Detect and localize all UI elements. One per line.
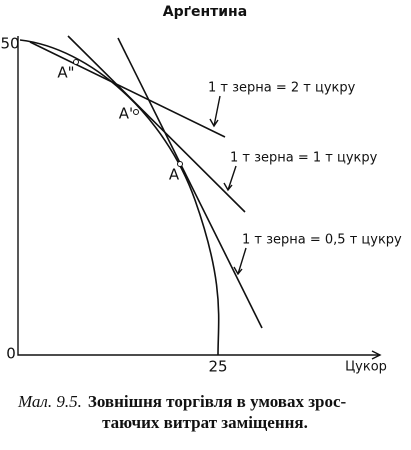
y-top-label: 50 [0, 35, 19, 53]
point-label: A [169, 166, 180, 184]
line-label: 1 т зерна = 2 т цукру [208, 81, 356, 96]
caption-line: таючих витрат заміщення. [102, 413, 308, 432]
x-mark-label: 25 [208, 358, 227, 376]
origin-label: 0 [6, 345, 16, 363]
point [177, 161, 183, 167]
point-label: A' [119, 105, 133, 123]
x-axis-label: Цукор [345, 360, 387, 375]
pointer [233, 247, 247, 276]
caption-line: Мал. 9.5. Зовнішня торгівля в умовах зрос… [17, 392, 347, 411]
x-arrow [371, 350, 382, 360]
axes [17, 36, 380, 356]
caption-text: Зовнішня торгівля в умовах зрос- [88, 392, 347, 411]
point [133, 109, 139, 115]
line-label: 1 т зерна = 0,5 т цукру [242, 233, 402, 248]
point [73, 59, 79, 65]
pointer [223, 165, 237, 192]
point-label: A" [57, 64, 74, 82]
ppf-curve [19, 39, 220, 356]
caption-number: Мал. 9.5. [17, 392, 82, 411]
trade-line [67, 35, 246, 213]
title: Арґентина [163, 4, 247, 20]
trade-line [29, 41, 226, 138]
pointer [209, 95, 221, 128]
line-label: 1 т зерна = 1 т цукру [230, 151, 378, 166]
trade-line [117, 37, 263, 329]
